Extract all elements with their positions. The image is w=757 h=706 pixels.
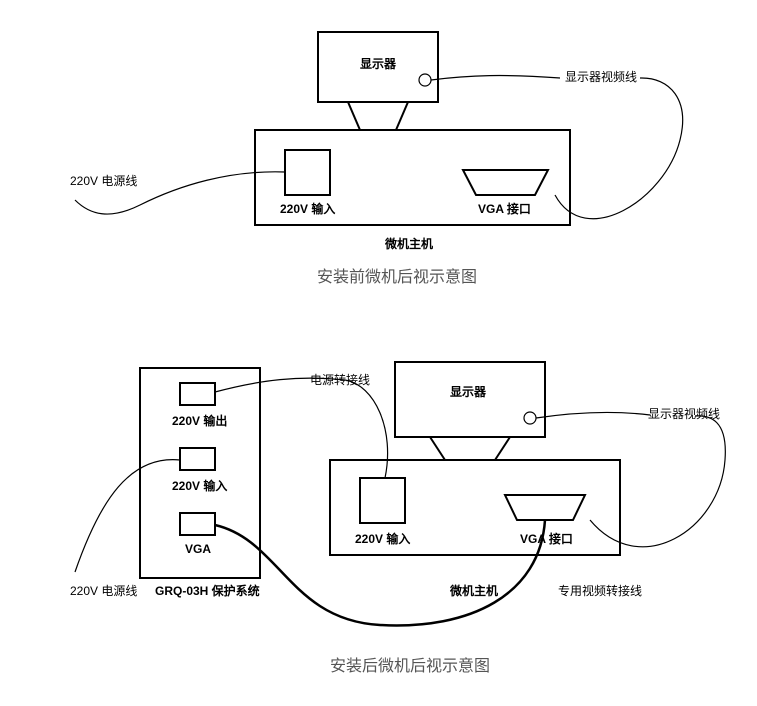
d1-host-label: 微机主机	[385, 235, 433, 252]
d2-power-cable	[75, 460, 180, 572]
d2-device-vga-port	[180, 513, 215, 535]
d2-power-socket	[360, 478, 405, 523]
d2-device-output-label: 220V 输出	[172, 412, 227, 429]
d2-host-label: 微机主机	[450, 582, 498, 599]
d1-caption: 安装前微机后视示意图	[317, 263, 477, 287]
d1-vga-port	[463, 170, 548, 195]
d2-device-input-label: 220V 输入	[172, 477, 227, 494]
d2-caption: 安装后微机后视示意图	[330, 652, 490, 676]
d1-monitor-cable	[431, 76, 560, 80]
diagram-svg	[0, 0, 757, 706]
d2-vga-label: VGA 接口	[520, 530, 573, 547]
d1-power-cable-label: 220V 电源线	[70, 172, 137, 189]
d2-power-cable-label: 220V 电源线	[70, 582, 137, 599]
d1-monitor-cable-label: 显示器视频线	[565, 68, 637, 85]
d2-power-input-label: 220V 输入	[355, 530, 410, 547]
d1-power-input-label: 220V 输入	[280, 200, 335, 217]
d1-monitor-port	[419, 74, 431, 86]
d2-device-label: GRQ-03H 保护系统	[155, 582, 260, 599]
d2-monitor-cable	[536, 412, 650, 418]
d1-monitor-label: 显示器	[360, 55, 396, 72]
d1-power-socket	[285, 150, 330, 195]
d2-power-adapter-label: 电源转接线	[310, 371, 370, 388]
d2-device-input-port	[180, 448, 215, 470]
d1-vga-label: VGA 接口	[478, 200, 531, 217]
d2-monitor-port	[524, 412, 536, 424]
d2-device-output-port	[180, 383, 215, 405]
d2-power-adapter-cable	[215, 378, 388, 478]
d2-device-vga-label: VGA	[185, 542, 211, 556]
d2-video-adapter-label: 专用视频转接线	[558, 582, 642, 599]
d2-monitor-label: 显示器	[450, 383, 486, 400]
d2-vga-port	[505, 495, 585, 520]
d2-monitor-cable-label: 显示器视频线	[648, 405, 720, 422]
